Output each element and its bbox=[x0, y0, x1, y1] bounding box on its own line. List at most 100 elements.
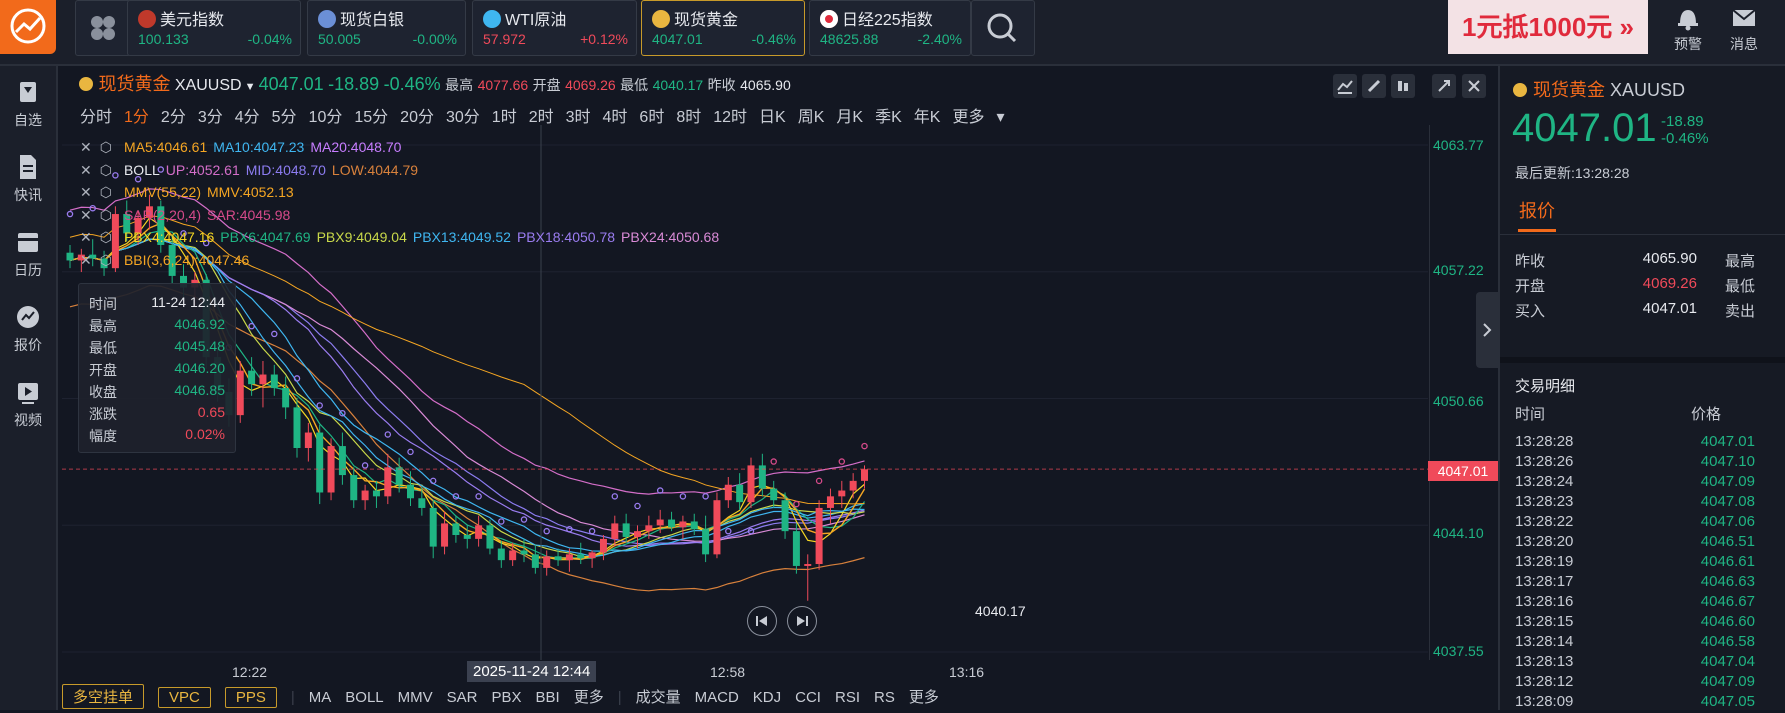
chart-type-button[interactable] bbox=[1333, 74, 1357, 98]
period-0[interactable]: 分时 bbox=[80, 109, 113, 126]
main-indicator-0[interactable]: MA bbox=[308, 689, 332, 706]
candle-body bbox=[236, 370, 244, 416]
period-4[interactable]: 4分 bbox=[234, 109, 260, 126]
settings-icon[interactable]: ⬡ bbox=[99, 184, 112, 200]
sub-indicator-1[interactable]: MACD bbox=[694, 689, 739, 706]
candle-body bbox=[429, 507, 437, 547]
main-indicator-2[interactable]: MMV bbox=[397, 689, 433, 706]
remove-indicator-icon[interactable]: ✕ bbox=[80, 206, 92, 223]
sub-indicator-4[interactable]: RSI bbox=[834, 689, 860, 706]
period-5[interactable]: 5分 bbox=[271, 109, 297, 126]
settings-icon[interactable]: ⬡ bbox=[99, 229, 112, 245]
settings-icon[interactable]: ⬡ bbox=[99, 206, 112, 223]
period-9[interactable]: 30分 bbox=[445, 109, 480, 126]
period-10[interactable]: 1时 bbox=[491, 109, 517, 126]
alert-button[interactable]: 预警 bbox=[1660, 0, 1716, 60]
promo-banner[interactable]: 1元抵1000元 » bbox=[1448, 0, 1648, 54]
period-16[interactable]: 12时 bbox=[713, 109, 748, 126]
header-price: 4047.01 bbox=[258, 74, 324, 94]
panel-collapse-button[interactable] bbox=[1476, 292, 1498, 368]
period-19[interactable]: 月K bbox=[836, 109, 864, 126]
period-15[interactable]: 8时 bbox=[676, 109, 702, 126]
trade-time: 13:28:22 bbox=[1515, 513, 1574, 530]
candle-body bbox=[180, 275, 187, 288]
message-button[interactable]: 消息 bbox=[1716, 0, 1772, 60]
replay-next-button[interactable] bbox=[787, 606, 817, 636]
candle-body bbox=[248, 370, 256, 385]
draw-tool-button[interactable] bbox=[1362, 74, 1386, 98]
period-17[interactable]: 日K bbox=[759, 109, 786, 126]
y-tick-label: 4057.22 bbox=[1433, 262, 1484, 278]
replay-prev-button[interactable] bbox=[747, 606, 777, 636]
trade-row: 13:28:22 4047.06 bbox=[1515, 513, 1755, 533]
settings-icon[interactable]: ⬡ bbox=[99, 161, 112, 178]
candle-body bbox=[259, 374, 267, 385]
fullscreen-button[interactable] bbox=[1432, 74, 1456, 98]
ticker-price: 48625.88 bbox=[820, 31, 879, 47]
remove-indicator-icon[interactable]: ✕ bbox=[80, 139, 92, 155]
sidebar-item-3[interactable]: 报价 bbox=[0, 299, 56, 359]
remove-indicator-icon[interactable]: ✕ bbox=[80, 184, 92, 200]
mail-icon bbox=[1732, 9, 1756, 26]
sub-indicator-5[interactable]: RS bbox=[874, 689, 895, 706]
ticker-4[interactable]: 日经225指数 48625.88 -2.40% bbox=[809, 0, 971, 56]
tab-quote[interactable]: 报价 bbox=[1519, 201, 1555, 221]
settings-icon[interactable]: ⬡ bbox=[99, 139, 112, 155]
main-indicator-4[interactable]: PBX bbox=[491, 689, 522, 706]
instrument-name[interactable]: 现货黄金 bbox=[98, 74, 171, 94]
remove-indicator-icon[interactable]: ✕ bbox=[80, 229, 92, 245]
sub-indicator-6[interactable]: 更多 bbox=[908, 689, 939, 706]
ticker-name: 美元指数 bbox=[138, 6, 224, 30]
panel-title: 现货黄金 XAUUSD bbox=[1512, 76, 1685, 102]
ticker-0[interactable]: 美元指数 100.133 -0.04% bbox=[127, 0, 301, 56]
sidebar-item-2[interactable]: 日历 bbox=[0, 224, 56, 284]
chip-2[interactable]: PPS bbox=[224, 687, 277, 708]
period-3[interactable]: 3分 bbox=[197, 109, 223, 126]
remove-indicator-icon[interactable]: ✕ bbox=[80, 161, 92, 178]
grid-menu-button[interactable] bbox=[75, 0, 131, 56]
sidebar-item-0[interactable]: 自选 bbox=[0, 74, 56, 134]
sar-dot bbox=[679, 493, 687, 500]
period-13[interactable]: 4时 bbox=[602, 109, 628, 126]
period-18[interactable]: 周K bbox=[797, 109, 825, 126]
main-indicator-5[interactable]: BBI bbox=[535, 689, 560, 706]
period-2[interactable]: 2分 bbox=[160, 109, 186, 126]
gold-coin-icon bbox=[1513, 83, 1527, 97]
settings-icon[interactable]: ⬡ bbox=[99, 251, 112, 268]
period-11[interactable]: 2时 bbox=[528, 109, 554, 126]
chevron-down-icon[interactable]: ▼ bbox=[241, 81, 259, 93]
sidebar-item-4[interactable]: 视频 bbox=[0, 374, 56, 434]
candle-style-button[interactable] bbox=[1391, 74, 1415, 98]
candle-body bbox=[554, 556, 562, 561]
main-indicator-1[interactable]: BOLL bbox=[345, 689, 384, 706]
sub-indicator-2[interactable]: KDJ bbox=[752, 689, 782, 706]
period-6[interactable]: 10分 bbox=[308, 109, 343, 126]
period-1[interactable]: 1分 bbox=[124, 109, 149, 126]
main-indicator-3[interactable]: SAR bbox=[446, 689, 478, 706]
search-button[interactable] bbox=[971, 0, 1035, 56]
candle-body bbox=[611, 523, 619, 539]
indicator-row: ✕ ⬡ PBX4:4047.16 PBX6:4047.69 PBX9:4049.04 PB… bbox=[80, 226, 725, 249]
trade-price: 4046.60 bbox=[1700, 613, 1755, 630]
ticker-1[interactable]: 现货白银 50.005 -0.00% bbox=[307, 0, 466, 56]
period-12[interactable]: 3时 bbox=[565, 109, 591, 126]
period-20[interactable]: 季K bbox=[875, 109, 902, 126]
app-logo[interactable] bbox=[0, 0, 56, 54]
close-chart-button[interactable] bbox=[1462, 74, 1486, 98]
chip-0[interactable]: 多空挂单 bbox=[62, 684, 145, 709]
instrument-symbol[interactable]: XAUUSD bbox=[174, 77, 242, 94]
period-7[interactable]: 15分 bbox=[354, 109, 389, 126]
sub-indicator-3[interactable]: CCI bbox=[795, 689, 821, 706]
period-14[interactable]: 6时 bbox=[639, 109, 665, 126]
ticker-3[interactable]: 现货黄金 4047.01 -0.46% bbox=[641, 0, 805, 56]
period-22[interactable]: 更多 bbox=[952, 109, 985, 126]
period-21[interactable]: 年K bbox=[913, 109, 941, 126]
ticker-2[interactable]: WTI原油 57.972 +0.12% bbox=[472, 0, 637, 56]
remove-indicator-icon[interactable]: ✕ bbox=[80, 251, 92, 268]
sidebar-item-1[interactable]: 快讯 bbox=[0, 149, 56, 209]
price-chart[interactable] bbox=[62, 125, 1474, 665]
main-indicator-6[interactable]: 更多 bbox=[573, 689, 604, 706]
chip-1[interactable]: VPC bbox=[158, 687, 211, 708]
sub-indicator-0[interactable]: 成交量 bbox=[635, 689, 681, 706]
period-8[interactable]: 20分 bbox=[400, 109, 434, 126]
